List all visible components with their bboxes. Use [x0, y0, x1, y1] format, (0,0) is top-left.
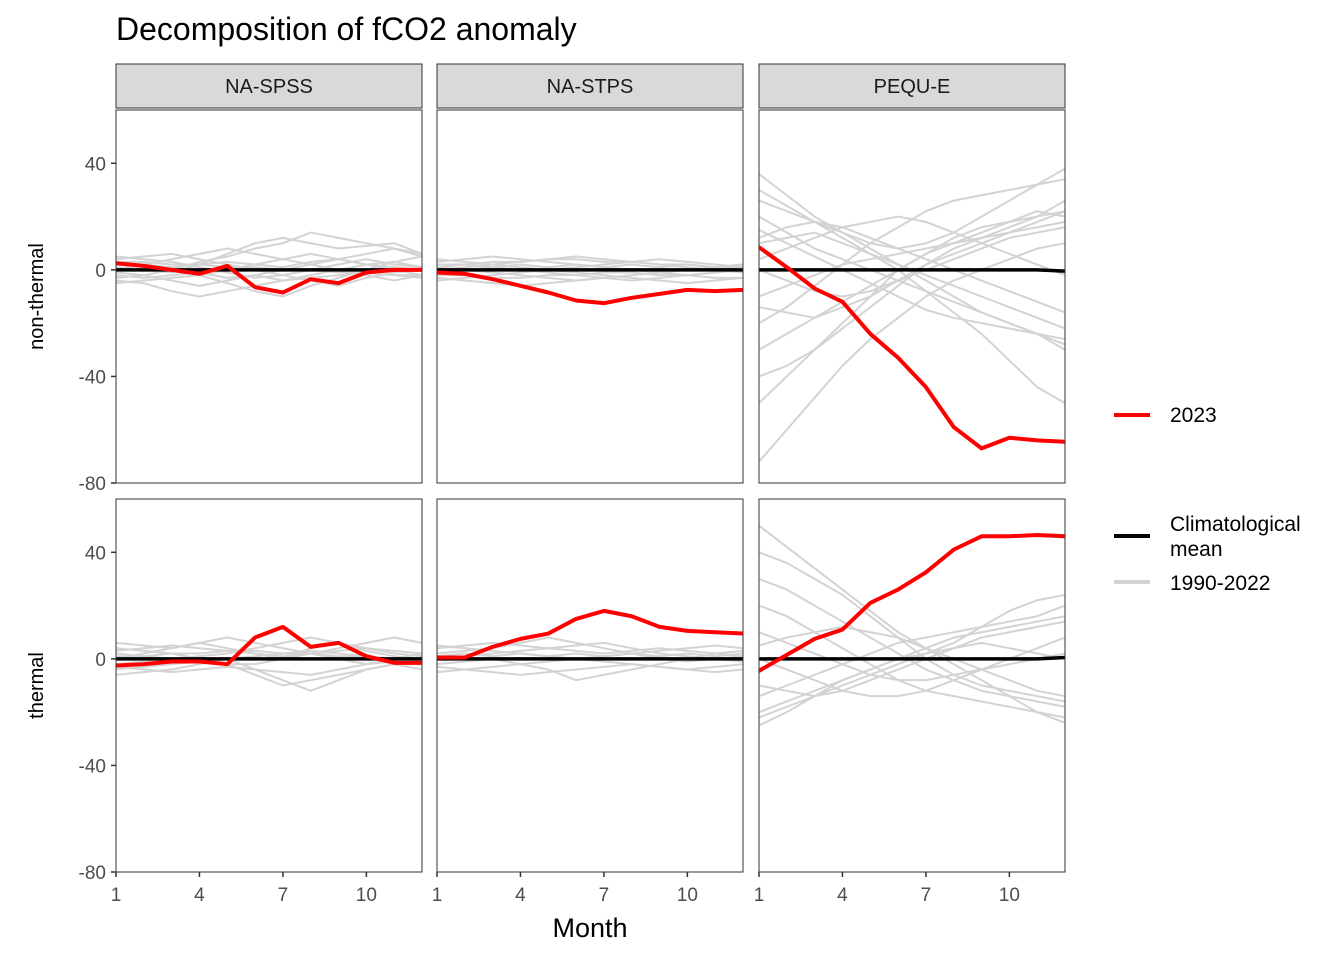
facet-strip-label: PEQU-E: [874, 76, 951, 98]
facet-strip-na-spss: [115, 63, 423, 109]
panel-thermal-pequ-e: [758, 498, 1066, 873]
series-line-1990-2022: [759, 631, 1065, 682]
panel-non-thermal-na-stps: [436, 109, 744, 484]
axes: 40 0 -40 -80 non-thermal 40 0 -40 -80 thermal 1 4 7 1…: [26, 154, 1020, 906]
series-line-1990-2022: [759, 615, 1065, 714]
series-line-1990-2022: [116, 236, 422, 274]
y-tick-label: 0: [95, 261, 106, 282]
series-line-1990-2022: [759, 641, 1065, 727]
panel-border: [115, 109, 423, 484]
series-line-1990-2022: [437, 641, 743, 658]
series-line-1990-2022: [116, 255, 422, 279]
series-line-1990-2022: [759, 215, 1065, 351]
series-line-1990-2022: [759, 210, 1065, 405]
y-tick-label: 40: [85, 154, 106, 175]
series-line-1990-2022: [759, 604, 1065, 719]
series-line-1990-2022: [759, 620, 1065, 698]
x-tick-label: 7: [921, 885, 932, 906]
series-line-1990-2022: [116, 247, 422, 287]
series-line-1990-2022: [759, 625, 1065, 698]
panel-border: [436, 498, 744, 873]
legend-label-2023: 2023: [1170, 404, 1217, 427]
y-tick-label: -40: [79, 367, 106, 388]
series-line-1990-2022: [759, 577, 1065, 708]
panel-non-thermal-na-spss: [115, 109, 423, 484]
x-tick-label: 10: [356, 885, 377, 906]
series-line-2023: [759, 532, 1065, 673]
x-tick-label: 4: [194, 885, 205, 906]
x-tick-label: 4: [837, 885, 848, 906]
panel-thermal-na-stps: [436, 498, 744, 873]
facet-strip-label: NA-STPS: [547, 76, 634, 98]
legend: 2023 Climatological mean 1990-2022: [1114, 404, 1301, 595]
panel-background: [437, 499, 743, 872]
y-tick-label: -40: [79, 756, 106, 777]
facet-panels: [115, 109, 1066, 873]
series-line-1990-2022: [437, 263, 743, 269]
series-line-1990-2022: [759, 199, 1065, 298]
series-line-1990-2022: [759, 604, 1065, 698]
panel-border: [115, 498, 423, 873]
facet-strip-na-stps: [436, 63, 744, 109]
series-line-1990-2022: [116, 260, 422, 298]
facet-row-label: thermal: [26, 652, 48, 719]
y-tick-label: -80: [79, 863, 106, 884]
series-line-2023: [116, 261, 422, 295]
x-tick-label: 1: [754, 885, 765, 906]
x-tick-label: 10: [999, 885, 1020, 906]
panel-background: [759, 110, 1065, 483]
series-line-climatological-mean: [759, 655, 1065, 661]
y-tick-label: 0: [95, 650, 106, 671]
panel-background: [116, 499, 422, 872]
x-tick-label: 7: [278, 885, 289, 906]
series-line-1990-2022: [759, 199, 1065, 405]
chart-title: Decomposition of fCO2 anomaly: [116, 11, 577, 47]
legend-label-climatological-mean: Climatological mean: [1170, 513, 1301, 561]
facet-strip-pequ-e: [758, 63, 1066, 109]
panel-non-thermal-pequ-e: [758, 109, 1066, 484]
series-line-2023: [116, 624, 422, 668]
series-line-1990-2022: [116, 636, 422, 660]
series-line-1990-2022: [759, 551, 1065, 703]
x-tick-label: 10: [677, 885, 698, 906]
legend-label-1990-2022: 1990-2022: [1170, 572, 1270, 595]
series-line-1990-2022: [759, 220, 1065, 314]
y-tick-label: -80: [79, 474, 106, 495]
series-line-1990-2022: [437, 652, 743, 658]
x-tick-label: 1: [111, 885, 122, 906]
series-line-1990-2022: [116, 247, 422, 282]
facet-strips: NA-SPSS NA-STPS PEQU-E: [115, 63, 1066, 109]
series-line-1990-2022: [759, 228, 1065, 341]
panel-background: [116, 110, 422, 483]
series-line-1990-2022: [759, 215, 1065, 277]
series-line-climatological-mean: [759, 268, 1065, 273]
series-line-1990-2022: [437, 641, 743, 663]
x-tick-label: 1: [432, 885, 443, 906]
series-line-2023: [437, 608, 743, 660]
panel-background: [437, 110, 743, 483]
panel-thermal-na-spss: [115, 498, 423, 873]
series-line-1990-2022: [759, 242, 1065, 463]
facet-strip-label: NA-SPSS: [225, 76, 313, 98]
series-line-1990-2022: [759, 210, 1065, 319]
facet-row-label: non-thermal: [26, 243, 48, 350]
y-tick-label: 40: [85, 543, 106, 564]
panel-border: [758, 109, 1066, 484]
series-line-1990-2022: [759, 226, 1065, 298]
series-line-1990-2022: [759, 636, 1065, 698]
series-line-1990-2022: [437, 268, 743, 285]
x-tick-label: 7: [599, 885, 610, 906]
panel-border: [758, 498, 1066, 873]
panel-border: [436, 109, 744, 484]
x-axis-title: Month: [552, 913, 627, 943]
x-tick-label: 4: [515, 885, 526, 906]
series-line-1990-2022: [116, 252, 422, 285]
series-line-2023: [437, 270, 743, 306]
series-line-2023: [759, 245, 1065, 451]
